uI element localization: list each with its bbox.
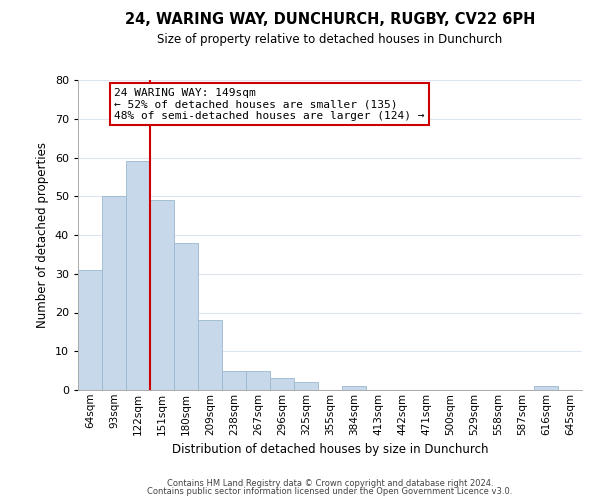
Bar	[198, 320, 222, 390]
Bar	[126, 162, 150, 390]
Text: Size of property relative to detached houses in Dunchurch: Size of property relative to detached ho…	[157, 32, 503, 46]
Bar	[342, 386, 366, 390]
Bar	[246, 370, 270, 390]
Bar	[150, 200, 174, 390]
Bar	[78, 270, 102, 390]
Bar	[534, 386, 558, 390]
Bar	[102, 196, 126, 390]
Text: 24, WARING WAY, DUNCHURCH, RUGBY, CV22 6PH: 24, WARING WAY, DUNCHURCH, RUGBY, CV22 6…	[125, 12, 535, 28]
Text: Contains HM Land Registry data © Crown copyright and database right 2024.: Contains HM Land Registry data © Crown c…	[167, 478, 493, 488]
Bar	[222, 370, 246, 390]
Text: Contains public sector information licensed under the Open Government Licence v3: Contains public sector information licen…	[148, 487, 512, 496]
Y-axis label: Number of detached properties: Number of detached properties	[36, 142, 49, 328]
Bar	[270, 378, 294, 390]
Bar	[174, 243, 198, 390]
Bar	[294, 382, 318, 390]
Text: 24 WARING WAY: 149sqm
← 52% of detached houses are smaller (135)
48% of semi-det: 24 WARING WAY: 149sqm ← 52% of detached …	[114, 88, 425, 121]
X-axis label: Distribution of detached houses by size in Dunchurch: Distribution of detached houses by size …	[172, 443, 488, 456]
